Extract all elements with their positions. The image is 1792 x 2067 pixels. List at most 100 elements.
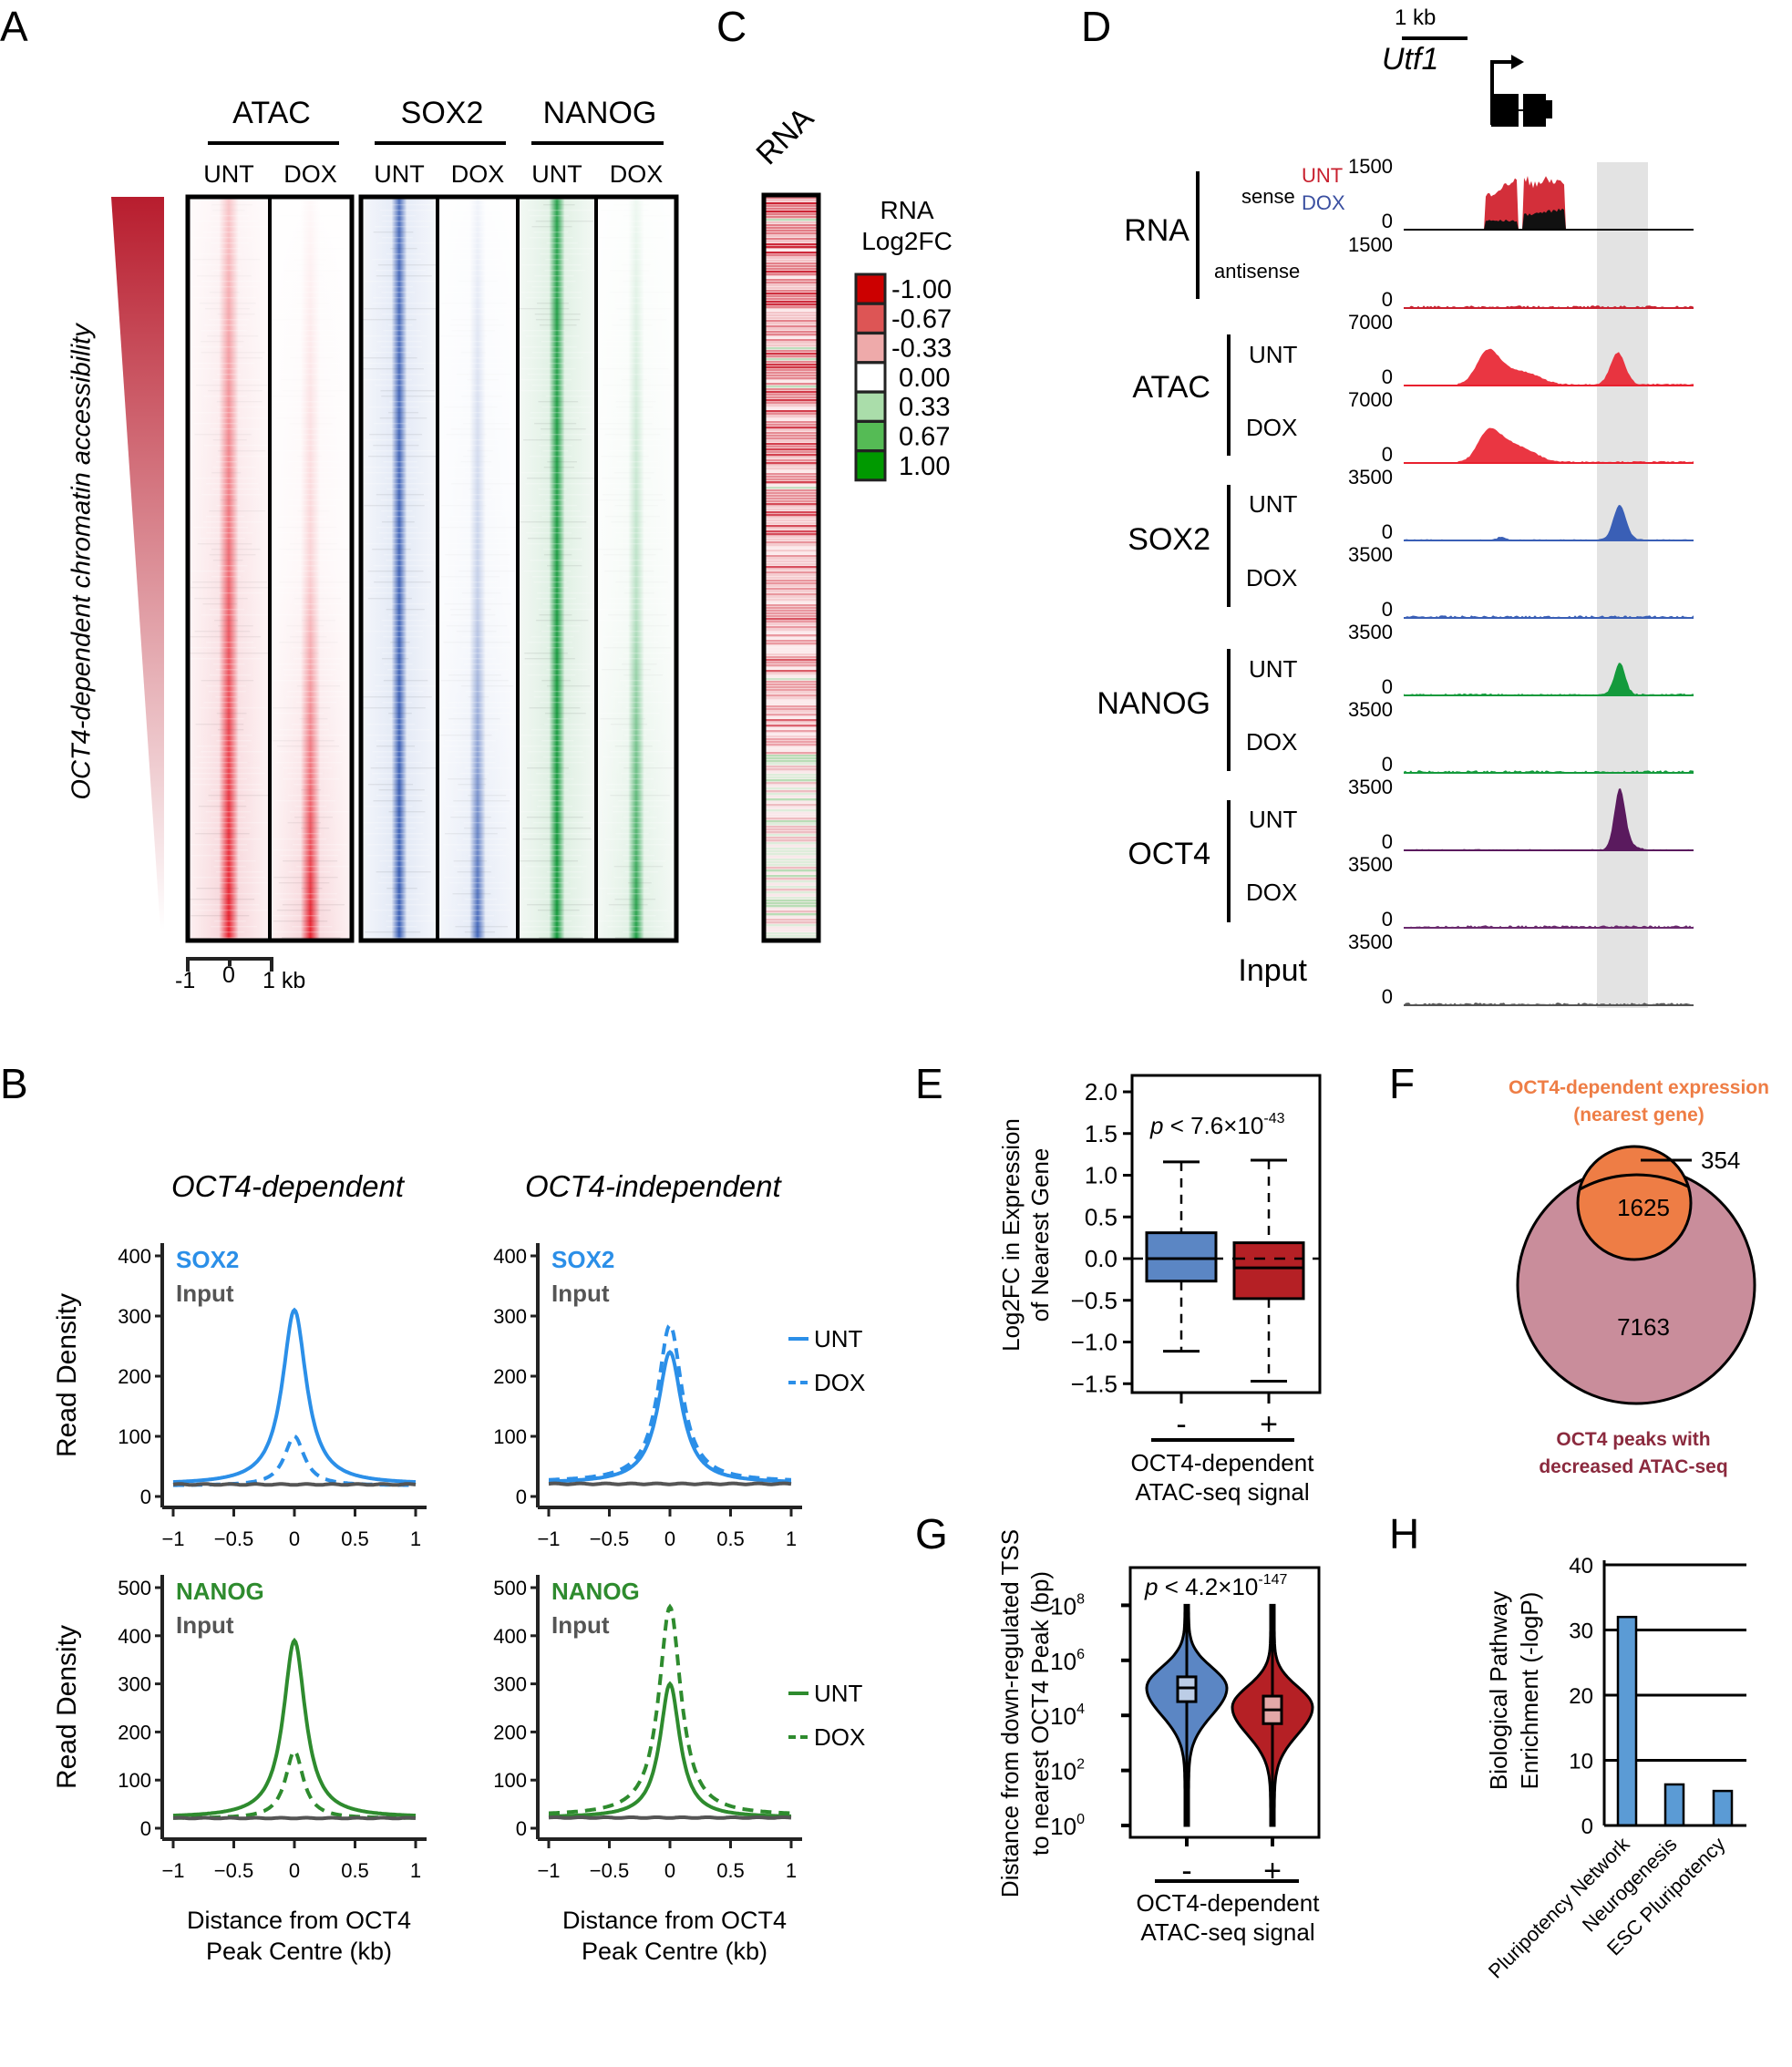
rna-heatmap-row (764, 416, 819, 418)
bar-neurogenesis (1663, 1783, 1685, 1827)
y-axis-title: Read Density (52, 1293, 82, 1457)
x-tick-label: 0 (664, 1859, 675, 1882)
rna-heatmap-row (764, 818, 819, 820)
y-tick-label: 40 (1569, 1554, 1593, 1579)
rna-heatmap-row (764, 396, 819, 399)
track-signal-dox (1404, 208, 1694, 230)
rna-heatmap-row (764, 276, 819, 279)
x-tick-label: −0.5 (214, 1859, 253, 1882)
rna-heatmap-row (764, 588, 819, 591)
track-group-label-oct4: OCT4 (1128, 837, 1210, 871)
group-header-atac: ATAC (232, 96, 311, 130)
x-tick-label: −0.5 (590, 1859, 629, 1882)
profile-curve-input (172, 1482, 417, 1487)
rna-heatmap-row (764, 924, 819, 927)
rna-heatmap-row (764, 678, 819, 681)
condition-label-dox: DOX (283, 160, 337, 188)
rna-heatmap-row (764, 930, 819, 932)
rna-log2fc-legend: -1.00-0.67-0.330.000.330.671.00 (854, 273, 952, 482)
set-label-atac-line1: OCT4 peaks with (1556, 1429, 1710, 1450)
profile-curve-dox (173, 1749, 416, 1820)
y-tick-label: −1.0 (1071, 1329, 1117, 1356)
rna-heatmap-row (764, 350, 819, 353)
group-header-nanog: NANOG (543, 96, 657, 130)
y-tick-label: 1.5 (1085, 1120, 1117, 1147)
rna-heatmap-row (764, 498, 819, 500)
rna-heatmap-row (764, 528, 819, 530)
y-tick-label: 300 (493, 1673, 527, 1696)
rna-heatmap-row (764, 481, 819, 484)
rna-heatmap-row (764, 602, 819, 604)
rna-heatmap-row (764, 681, 819, 684)
rna-heatmap-row (764, 891, 819, 894)
rna-heatmap-row (764, 560, 819, 563)
rna-heatmap-row (764, 265, 819, 268)
panel-letter-c: C (716, 3, 747, 50)
profile-curve-input (172, 1815, 417, 1821)
track-max-label: 1500 (1348, 155, 1393, 178)
set-label-expression-line2: (nearest gene) (1573, 1105, 1704, 1126)
rna-heatmap-row (764, 500, 819, 503)
tick-base: 10 (1050, 1758, 1076, 1785)
y-tick-label: 100 (118, 1769, 151, 1792)
rna-heatmap-row (764, 550, 819, 552)
rna-heatmap-row (764, 555, 819, 558)
rna-heatmap-row (764, 468, 819, 470)
rna-heatmap-row (764, 243, 819, 246)
rna-heatmap-row (764, 779, 819, 782)
group-header-sox2: SOX2 (401, 96, 484, 130)
rna-heatmap-row (764, 364, 819, 366)
x-tick-label: 1 (786, 1859, 797, 1882)
y-tick-label: 0 (516, 1817, 527, 1840)
venn-overlap-arc (1579, 1173, 1689, 1191)
track-signal (1404, 788, 1694, 850)
track-group-label-sox2: SOX2 (1128, 522, 1210, 557)
rna-heatmap-row (764, 763, 819, 766)
rna-heatmap-row (764, 279, 819, 282)
col-title-dependent: OCT4-dependent (171, 1169, 404, 1203)
rna-heatmap-row (764, 689, 819, 692)
rna-heatmap-row (764, 664, 819, 667)
rna-heatmap-row (764, 446, 819, 448)
rna-heatmap-row (764, 826, 819, 828)
rna-heatmap-row (764, 511, 819, 514)
rna-heatmap-row (764, 544, 819, 547)
rna-heatmap-row (764, 246, 819, 249)
genome-browser-tracks: 1500015000700007000035000350003500035000… (1097, 36, 1694, 1008)
rna-heatmap-row (764, 377, 819, 380)
rna-heatmap-row (764, 227, 819, 230)
heatmap-group-headers: ATAC UNT DOX SOX2 UNT DOX NANOG UNT DOX (203, 96, 664, 188)
rna-heatmap-row (764, 667, 819, 670)
tick-base: 10 (1050, 1813, 1076, 1840)
rna-heatmap-row (764, 878, 819, 880)
legend-swatch (854, 332, 887, 365)
track-signal (1404, 505, 1694, 540)
rna-heatmap-row (764, 361, 819, 364)
scale-tick-1kb: 1 kb (263, 968, 306, 993)
y-tick-label: 0 (140, 1817, 151, 1840)
rna-heatmap-row (764, 675, 819, 678)
rna-heatmap-row (764, 768, 819, 771)
tss-arrow-head (1511, 55, 1524, 69)
x-category-label: - (1181, 1854, 1191, 1888)
rna-heatmap-row (764, 375, 819, 377)
rna-heatmap-row (764, 861, 819, 864)
track-group-label-rna: RNA (1124, 213, 1190, 248)
rna-heatmap-row (764, 727, 819, 730)
rna-heatmap-row (764, 749, 819, 752)
rna-heatmap-row (764, 443, 819, 446)
track-min-label: 0 (1382, 598, 1393, 621)
factor-label: SOX2 (551, 1246, 614, 1273)
rna-heatmap-row (764, 503, 819, 506)
legend-label: -0.33 (891, 334, 952, 364)
rna-heatmap-row (764, 418, 819, 421)
x-axis-title-line1: OCT4-dependent (1131, 1449, 1315, 1476)
rna-heatmap-row (764, 848, 819, 850)
rna-heatmap-row (764, 653, 819, 656)
y-tick-label: 0 (140, 1486, 151, 1508)
rna-heatmap-row (764, 793, 819, 796)
heatmap-column-fade (596, 197, 676, 941)
tick-exponent: 0 (1076, 1812, 1085, 1827)
track-min-label: 0 (1382, 443, 1393, 466)
heatmap-scale-bar (186, 957, 273, 972)
